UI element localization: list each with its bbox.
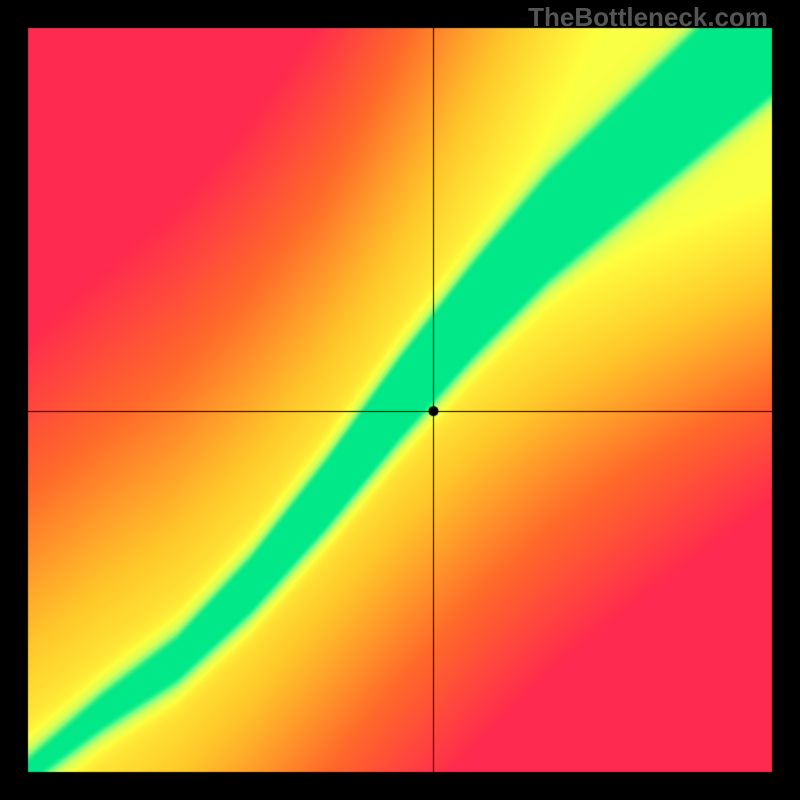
watermark-text: TheBottleneck.com bbox=[528, 2, 768, 33]
bottleneck-heatmap bbox=[0, 0, 800, 800]
